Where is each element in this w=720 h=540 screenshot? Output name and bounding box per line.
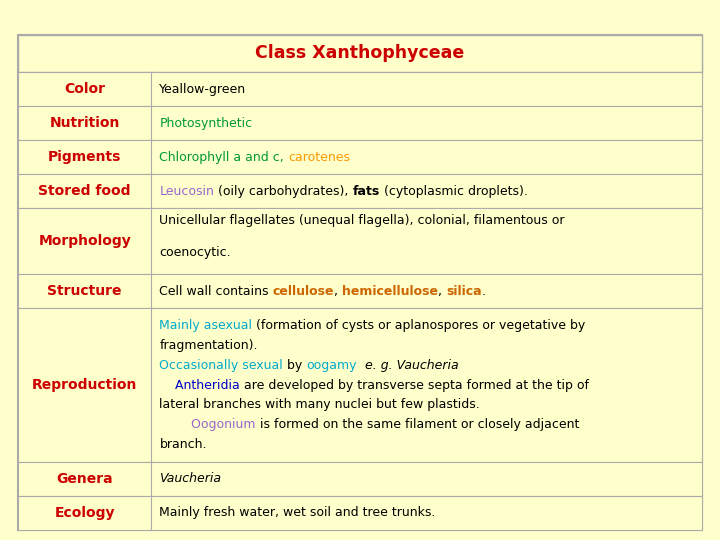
Text: Oogonium: Oogonium <box>159 418 256 431</box>
Bar <box>18 308 702 462</box>
Text: Mainly fresh water, wet soil and tree trunks.: Mainly fresh water, wet soil and tree tr… <box>159 507 436 519</box>
Text: Ecology: Ecology <box>55 506 115 520</box>
Text: branch.: branch. <box>159 438 207 451</box>
Text: (formation of cysts or aplanospores or vegetative by: (formation of cysts or aplanospores or v… <box>253 319 585 332</box>
Text: Nutrition: Nutrition <box>50 116 120 130</box>
Text: oogamy: oogamy <box>307 359 357 372</box>
Text: Unicellular flagellates (unequal flagella), colonial, filamentous or: Unicellular flagellates (unequal flagell… <box>159 214 565 227</box>
Text: by: by <box>283 359 307 372</box>
Text: lateral branches with many nuclei but few plastids.: lateral branches with many nuclei but fe… <box>159 399 480 411</box>
Bar <box>18 140 702 174</box>
Bar <box>18 462 702 496</box>
Text: are developed by transverse septa formed at the tip of: are developed by transverse septa formed… <box>240 379 589 392</box>
Text: Genera: Genera <box>56 472 113 486</box>
Bar <box>18 208 702 274</box>
Bar <box>18 106 702 140</box>
Text: Photosynthetic: Photosynthetic <box>159 117 253 130</box>
Text: .: . <box>482 285 486 298</box>
Text: Reproduction: Reproduction <box>32 378 138 392</box>
Text: is formed on the same filament or closely adjacent: is formed on the same filament or closel… <box>256 418 580 431</box>
Text: Chlorophyll a and c,: Chlorophyll a and c, <box>159 151 288 164</box>
Text: fats: fats <box>353 185 380 198</box>
Text: ,: , <box>334 285 343 298</box>
Text: (oily carbohydrates),: (oily carbohydrates), <box>215 185 353 198</box>
Text: Cell wall contains: Cell wall contains <box>159 285 273 298</box>
Text: Yeallow-green: Yeallow-green <box>159 83 246 96</box>
Text: Color: Color <box>64 82 105 96</box>
Text: fragmentation).: fragmentation). <box>159 339 258 352</box>
Text: Pigments: Pigments <box>48 150 122 164</box>
Bar <box>18 274 702 308</box>
Text: Structure: Structure <box>48 285 122 299</box>
Text: Vaucheria: Vaucheria <box>159 472 221 485</box>
Text: Antheridia: Antheridia <box>159 379 240 392</box>
Bar <box>18 35 702 72</box>
Text: Class Xanthophyceae: Class Xanthophyceae <box>256 44 464 63</box>
Text: carotenes: carotenes <box>288 151 350 164</box>
Bar <box>18 496 702 530</box>
Text: silica: silica <box>446 285 482 298</box>
Text: Morphology: Morphology <box>38 234 131 248</box>
Text: coenocytic.: coenocytic. <box>159 246 231 259</box>
Text: cellulose: cellulose <box>273 285 334 298</box>
Bar <box>18 174 702 208</box>
Text: Occasionally sexual: Occasionally sexual <box>159 359 283 372</box>
Text: Mainly asexual: Mainly asexual <box>159 319 253 332</box>
Text: e. g. Vaucheria: e. g. Vaucheria <box>357 359 459 372</box>
Text: Leucosin: Leucosin <box>159 185 215 198</box>
Text: Stored food: Stored food <box>38 184 131 198</box>
Text: ,: , <box>438 285 446 298</box>
Bar <box>18 72 702 106</box>
Text: (cytoplasmic droplets).: (cytoplasmic droplets). <box>380 185 528 198</box>
Text: hemicellulose: hemicellulose <box>343 285 438 298</box>
